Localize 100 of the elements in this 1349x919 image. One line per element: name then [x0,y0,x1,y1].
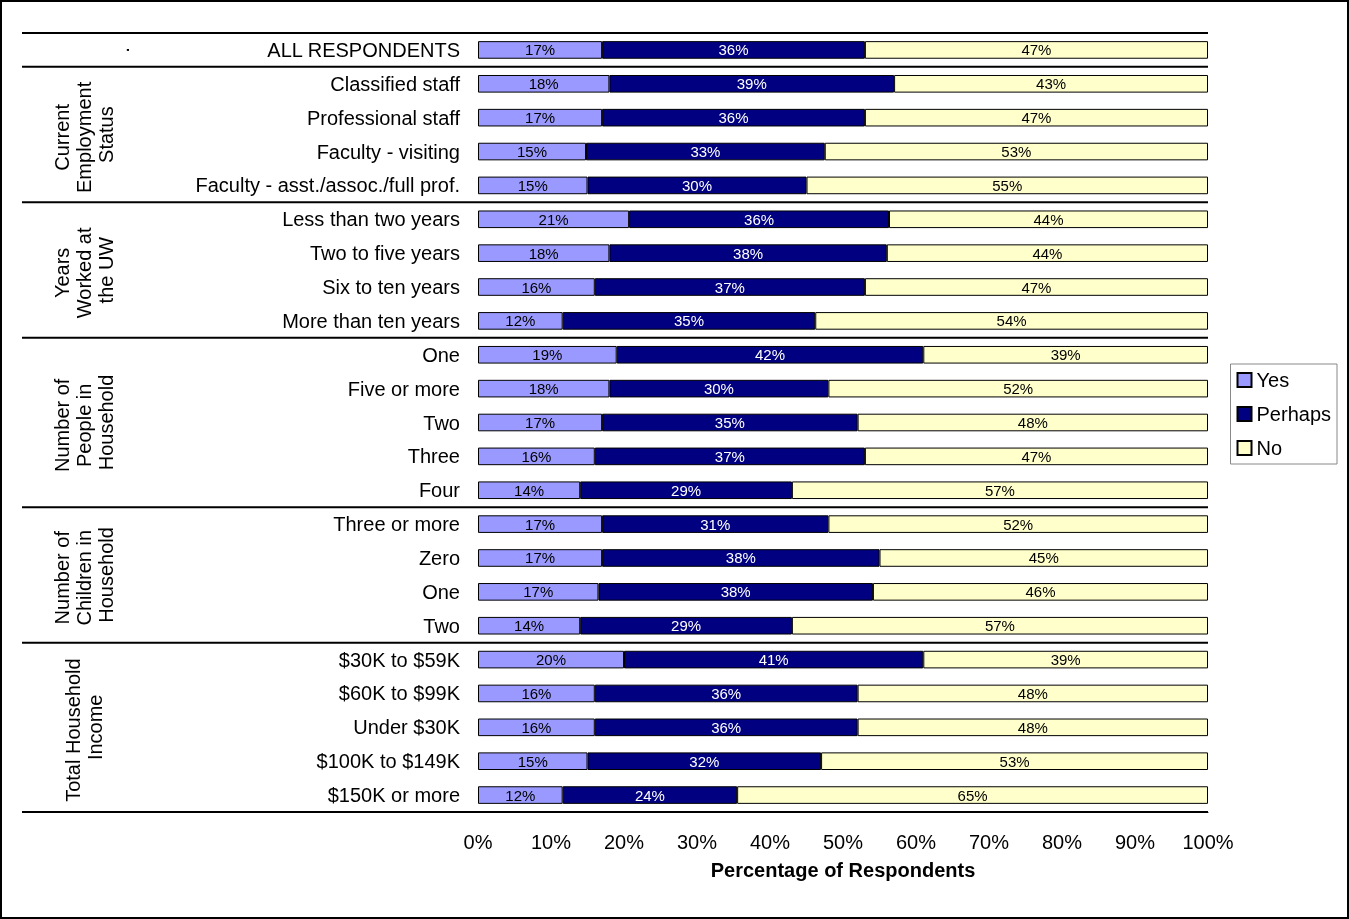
y-tick-label: Professional staff [306,106,461,129]
x-tick-label: 70% [968,831,1010,853]
data-label: 37% [714,278,745,296]
data-label: 46% [1025,583,1056,601]
data-label: 37% [714,447,745,465]
data-label: 65% [957,786,988,804]
data-label: 38% [720,583,751,601]
data-label: 12% [505,312,536,330]
data-label: 30% [703,380,734,398]
y-tick-label: Two [423,614,460,637]
text: Current Employment Status [51,76,117,193]
x-axis-title: Percentage of Respondents [710,859,976,881]
y-tick-label: Two to five years [309,242,460,265]
data-label: 17% [525,41,556,59]
x-tick-label: 40% [749,831,791,853]
data-label: 30% [681,176,713,194]
data-label: 24% [634,786,665,804]
y-tick-label: Faculty - visiting [316,140,460,163]
data-label: 32% [689,752,720,770]
x-tick-label: 0% [463,831,493,853]
data-label: 39% [1050,346,1081,364]
data-label: 42% [754,346,786,364]
data-label: 47% [1021,109,1052,127]
data-label: 48% [1017,718,1048,736]
data-label: 43% [1036,75,1067,93]
legend-label: No [1256,437,1283,459]
x-tick-label: 10% [530,831,572,853]
legend-label: Perhaps [1256,403,1332,425]
data-label: 15% [517,752,548,770]
data-label: 52% [1003,515,1034,533]
data-label: 16% [521,718,552,736]
y-tick-label: Five or more [347,377,460,400]
data-label: 17% [525,549,556,567]
y-tick-label: More than ten years [282,309,460,332]
y-tick-label: Four [418,479,461,502]
data-label: 31% [700,515,731,533]
data-label: 44% [1032,244,1063,262]
data-label: 17% [525,109,556,127]
data-label: 38% [733,244,764,262]
data-label: 14% [514,481,545,499]
data-label: 47% [1021,41,1052,59]
data-label: 53% [999,752,1030,770]
data-label: 29% [671,617,702,635]
y-tick-label: Zero [418,546,460,569]
data-label: 48% [1017,414,1048,431]
data-label: 18% [528,380,559,398]
x-tick-label: 50% [822,831,864,853]
data-label: 17% [525,515,556,533]
y-tick-label: One [422,580,460,603]
data-label: 41% [758,651,789,669]
data-label: 15% [517,176,548,194]
data-label: 47% [1021,447,1052,465]
y-tick-label: $100K to $149K [316,750,461,773]
data-label: 33% [690,143,721,161]
y-tick-label: ALL RESPONDENTS [267,38,460,61]
x-tick-label: 100% [1182,831,1234,853]
data-label: 36% [718,109,749,127]
y-tick-label: Two [423,411,460,434]
data-label: 18% [528,75,559,93]
y-tick-label: Faculty - asst./assoc./full prof. [195,174,460,197]
data-label: 36% [744,210,775,228]
data-label: 12% [505,786,536,804]
data-label: 36% [718,41,749,59]
data-label: 36% [711,718,742,736]
data-label: 55% [992,176,1023,194]
text: . [111,47,133,53]
data-label: 53% [1001,143,1032,161]
data-label: 20% [535,651,567,669]
data-label: 18% [528,244,559,262]
data-label: 39% [736,75,767,93]
x-tick-label: 30% [676,831,718,853]
y-tick-label: Under $30K [353,716,461,739]
legend-label: Yes [1256,369,1290,391]
data-label: 14% [514,617,545,635]
data-label: 52% [1003,380,1034,398]
data-label: 21% [538,210,569,228]
y-tick-label: Three or more [333,513,460,536]
y-tick-label: Classified staff [330,72,461,95]
y-tick-label: $60K to $99K [338,682,461,705]
data-label: 16% [521,447,552,465]
x-tick-label: 20% [603,831,645,853]
data-label: 36% [711,684,742,702]
text: Number of People in Household [51,373,117,472]
data-label: 54% [996,312,1027,330]
text: Number of Children in Household [51,524,117,626]
data-label: 16% [521,684,552,702]
data-label: 35% [673,312,704,330]
data-label: 17% [523,583,554,601]
text: Total Household Income [62,652,106,802]
y-tick-label: $150K or more [327,784,460,807]
data-label: 38% [725,549,756,567]
data-label: 57% [984,617,1015,635]
data-label: 15% [517,143,548,161]
y-tick-label: $30K to $59K [338,648,461,671]
y-tick-label: Less than two years [282,208,460,231]
x-tick-label: 80% [1041,831,1083,853]
data-label: 48% [1017,684,1048,702]
data-label: 57% [984,481,1015,499]
data-label: 47% [1021,278,1052,296]
data-label: 39% [1050,651,1081,669]
